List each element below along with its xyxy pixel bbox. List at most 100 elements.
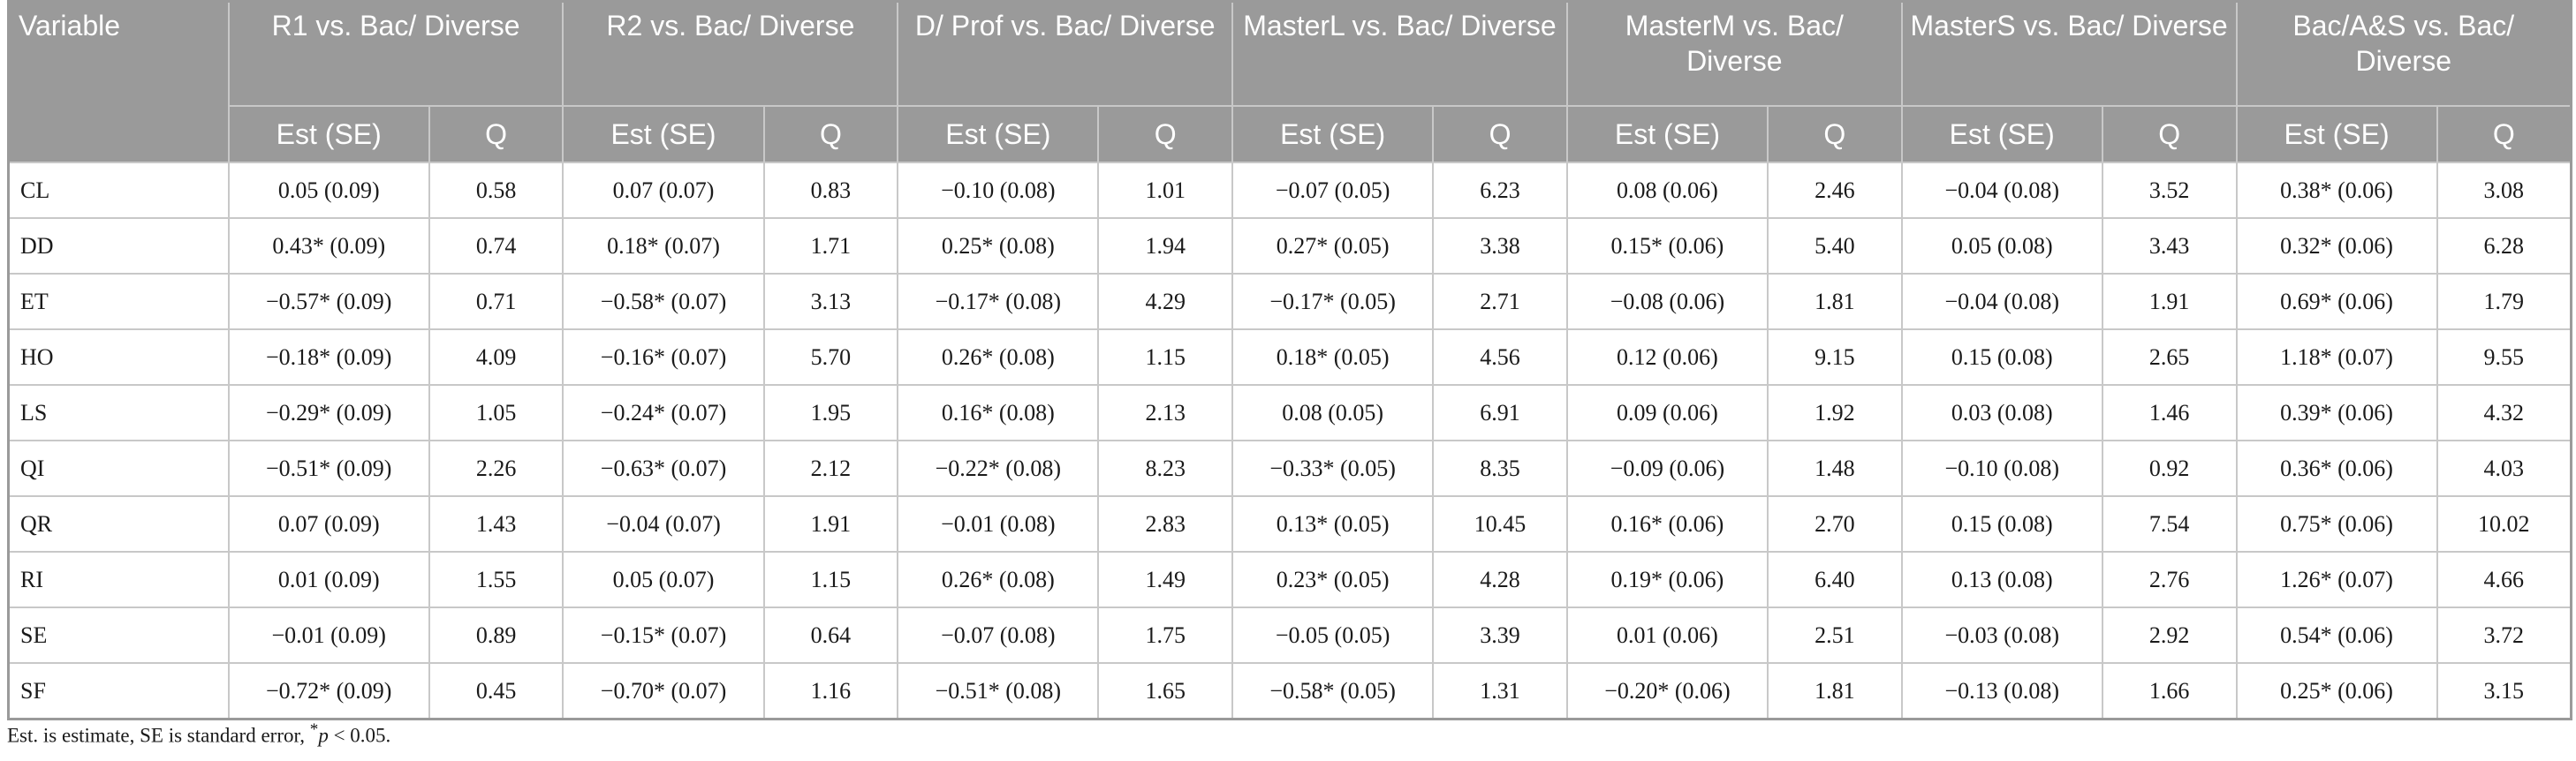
footnote-threshold: < 0.05. [328, 724, 391, 747]
cell-estimate: −0.24* (0.07) [562, 384, 765, 441]
cell-q: 10.45 [1432, 495, 1568, 553]
row-variable: SE [7, 607, 230, 664]
row-variable: SF [7, 662, 230, 720]
cell-estimate: 0.08 (0.05) [1231, 384, 1435, 441]
subheader-q: Q [762, 105, 899, 163]
cell-q: 6.40 [1766, 551, 1903, 608]
cell-estimate: 0.43* (0.09) [227, 217, 430, 275]
cell-q: 9.55 [2436, 328, 2572, 386]
cell-q: 1.81 [1766, 662, 1903, 720]
table-row: QR 0.07 (0.09) 1.43 −0.04 (0.07) 1.91 −0.01 (… [7, 495, 2572, 553]
subheader-q: Q [428, 105, 564, 163]
cell-estimate: 0.01 (0.06) [1565, 607, 1769, 664]
cell-estimate: 0.18* (0.07) [562, 217, 765, 275]
row-variable: RI [7, 551, 230, 608]
cell-estimate: 0.38* (0.06) [2235, 162, 2438, 219]
table-row: CL 0.05 (0.09) 0.58 0.07 (0.07) 0.83 −0.10 (0… [7, 162, 2572, 219]
cell-q: 0.89 [428, 607, 564, 664]
cell-estimate: −0.04 (0.08) [1900, 162, 2103, 219]
subheader-q: Q [2436, 105, 2572, 163]
row-variable: ET [7, 273, 230, 330]
cell-estimate: −0.07 (0.05) [1231, 162, 1435, 219]
footnote-p-letter: p [318, 724, 329, 747]
cell-q: 3.15 [2436, 662, 2572, 720]
cell-q: 3.72 [2436, 607, 2572, 664]
cell-estimate: 0.05 (0.07) [562, 551, 765, 608]
cell-q: 2.65 [2101, 328, 2238, 386]
row-variable: LS [7, 384, 230, 441]
row-variable: QR [7, 495, 230, 553]
cell-estimate: 0.32* (0.06) [2235, 217, 2438, 275]
cell-estimate: 0.05 (0.08) [1900, 217, 2103, 275]
cell-estimate: 0.19* (0.06) [1565, 551, 1769, 608]
cell-q: 3.38 [1432, 217, 1568, 275]
cell-q: 8.35 [1432, 440, 1568, 497]
cell-q: 1.91 [2101, 273, 2238, 330]
cell-q: 6.23 [1432, 162, 1568, 219]
cell-q: 1.15 [762, 551, 899, 608]
cell-q: 2.51 [1766, 607, 1903, 664]
cell-q: 4.28 [1432, 551, 1568, 608]
cell-q: 8.23 [1097, 440, 1234, 497]
subheader-q: Q [1097, 105, 1234, 163]
cell-estimate: 0.18* (0.05) [1231, 328, 1435, 386]
cell-estimate: −0.57* (0.09) [227, 273, 430, 330]
header-row-sub: Est (SE) Q Est (SE) Q Est (SE) Q Est (SE… [9, 105, 2572, 163]
cell-estimate: −0.17* (0.05) [1231, 273, 1435, 330]
cell-estimate: 0.54* (0.06) [2235, 607, 2438, 664]
cell-estimate: −0.51* (0.09) [227, 440, 430, 497]
cell-estimate: 1.26* (0.07) [2235, 551, 2438, 608]
cell-estimate: 0.15* (0.06) [1565, 217, 1769, 275]
cell-q: 4.32 [2436, 384, 2572, 441]
header-masterl: MasterL vs. Bac/ Diverse [1231, 0, 1568, 107]
header-masterm: MasterM vs. Bac/ Diverse [1565, 0, 1903, 107]
cell-estimate: 0.09 (0.06) [1565, 384, 1769, 441]
cell-estimate: −0.18* (0.09) [227, 328, 430, 386]
cell-q: 1.79 [2436, 273, 2572, 330]
row-variable: CL [7, 162, 230, 219]
cell-estimate: 0.69* (0.06) [2235, 273, 2438, 330]
cell-q: 1.92 [1766, 384, 1903, 441]
cell-estimate: −0.09 (0.06) [1565, 440, 1769, 497]
cell-q: 3.39 [1432, 607, 1568, 664]
cell-estimate: 0.26* (0.08) [897, 328, 1100, 386]
cell-q: 2.46 [1766, 162, 1903, 219]
cell-q: 1.43 [428, 495, 564, 553]
cell-q: 1.05 [428, 384, 564, 441]
cell-q: 2.92 [2101, 607, 2238, 664]
cell-q: 1.31 [1432, 662, 1568, 720]
cell-q: 1.95 [762, 384, 899, 441]
subheader-est: Est (SE) [1565, 105, 1769, 163]
cell-estimate: 0.13* (0.05) [1231, 495, 1435, 553]
cell-q: 0.64 [762, 607, 899, 664]
table-row: ET −0.57* (0.09) 0.71 −0.58* (0.07) 3.13 −0.1… [7, 273, 2572, 330]
cell-q: 2.26 [428, 440, 564, 497]
cell-q: 1.75 [1097, 607, 1234, 664]
cell-q: 1.15 [1097, 328, 1234, 386]
cell-estimate: −0.70* (0.07) [562, 662, 765, 720]
subheader-est: Est (SE) [897, 105, 1100, 163]
cell-estimate: 0.25* (0.08) [897, 217, 1100, 275]
cell-estimate: 0.01 (0.09) [227, 551, 430, 608]
cell-estimate: 0.16* (0.06) [1565, 495, 1769, 553]
cell-estimate: 0.15 (0.08) [1900, 495, 2103, 553]
cell-estimate: 0.08 (0.06) [1565, 162, 1769, 219]
cell-q: 0.71 [428, 273, 564, 330]
cell-q: 5.70 [762, 328, 899, 386]
cell-q: 2.76 [2101, 551, 2238, 608]
cell-q: 1.94 [1097, 217, 1234, 275]
cell-estimate: −0.63* (0.07) [562, 440, 765, 497]
cell-estimate: 0.13 (0.08) [1900, 551, 2103, 608]
cell-q: 5.40 [1766, 217, 1903, 275]
header-r2: R2 vs. Bac/ Diverse [562, 0, 899, 107]
cell-q: 0.92 [2101, 440, 2238, 497]
cell-q: 1.48 [1766, 440, 1903, 497]
cell-q: 1.81 [1766, 273, 1903, 330]
cell-q: 3.43 [2101, 217, 2238, 275]
cell-q: 1.49 [1097, 551, 1234, 608]
cell-estimate: 0.15 (0.08) [1900, 328, 2103, 386]
cell-estimate: −0.01 (0.08) [897, 495, 1100, 553]
header-r1: R1 vs. Bac/ Diverse [227, 0, 564, 107]
subheader-q: Q [2101, 105, 2238, 163]
cell-estimate: −0.72* (0.09) [227, 662, 430, 720]
